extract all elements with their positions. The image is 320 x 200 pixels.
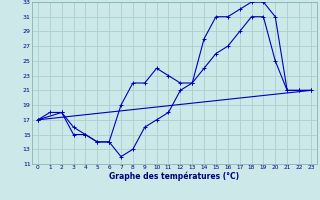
X-axis label: Graphe des températures (°C): Graphe des températures (°C)	[109, 172, 239, 181]
